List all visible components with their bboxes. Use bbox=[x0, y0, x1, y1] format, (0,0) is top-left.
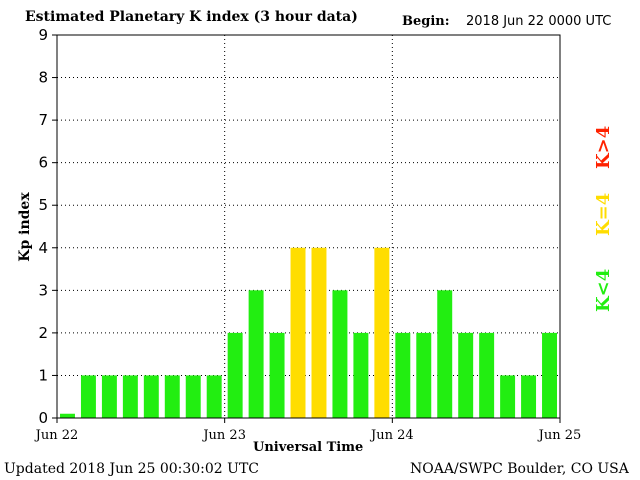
axes bbox=[52, 34, 561, 423]
kp-bar bbox=[416, 332, 432, 418]
x-axis-label: Universal Time bbox=[253, 440, 364, 455]
kp-bar bbox=[248, 290, 264, 418]
chart-title: Estimated Planetary K index (3 hour data… bbox=[25, 9, 358, 25]
kp-bar bbox=[542, 332, 557, 418]
y-tick-labels: 0 1 2 3 4 5 6 7 8 9 bbox=[38, 26, 48, 427]
y-tick-label: 2 bbox=[38, 324, 48, 342]
kp-bar bbox=[206, 375, 222, 418]
kp-bar bbox=[311, 247, 327, 418]
y-tick-label: 0 bbox=[38, 409, 48, 427]
x-tick-label: Jun 22 bbox=[34, 428, 79, 443]
y-tick-label: 4 bbox=[38, 239, 48, 257]
begin-label: Begin: bbox=[402, 14, 450, 29]
kp-bar bbox=[101, 375, 117, 418]
kp-bar bbox=[395, 332, 411, 418]
y-tick-label: 9 bbox=[38, 26, 48, 44]
legend-k-less-4: K<4 bbox=[593, 268, 614, 312]
kp-bar bbox=[458, 332, 474, 418]
kp-bar bbox=[122, 375, 138, 418]
kp-bar bbox=[164, 375, 180, 418]
y-tick-label: 8 bbox=[38, 69, 48, 87]
x-tick-label: Jun 23 bbox=[201, 428, 246, 443]
updated-timestamp: Updated 2018 Jun 25 00:30:02 UTC bbox=[4, 461, 260, 477]
kp-bar bbox=[374, 247, 390, 418]
legend-k-equal-4: K=4 bbox=[593, 192, 614, 236]
y-axis-label: Kp index bbox=[17, 192, 33, 262]
kp-bar bbox=[227, 332, 243, 418]
x-tick-label: Jun 24 bbox=[369, 428, 414, 443]
kp-bar bbox=[143, 375, 159, 418]
bar-series bbox=[60, 247, 557, 418]
x-tick-labels: Jun 22 Jun 23 Jun 24 Jun 25 bbox=[34, 428, 582, 443]
y-tick-label: 3 bbox=[38, 281, 48, 299]
kp-bar bbox=[60, 413, 75, 418]
begin-value: 2018 Jun 22 0000 UTC bbox=[466, 14, 612, 29]
kp-bar bbox=[500, 375, 516, 418]
x-tick-label: Jun 25 bbox=[537, 428, 582, 443]
kp-bar bbox=[185, 375, 201, 418]
y-tick-label: 7 bbox=[38, 111, 48, 129]
y-tick-label: 5 bbox=[38, 196, 48, 214]
y-tick-label: 1 bbox=[38, 366, 48, 384]
y-tick-label: 6 bbox=[38, 154, 48, 172]
kp-bar bbox=[521, 375, 537, 418]
kp-bar bbox=[437, 290, 453, 418]
kp-bar bbox=[332, 290, 348, 418]
kp-bar bbox=[353, 332, 369, 418]
plot-frame bbox=[56, 34, 561, 419]
legend-k-greater-4: K>4 bbox=[593, 125, 614, 169]
kp-bar bbox=[269, 332, 285, 418]
source-credit: NOAA/SWPC Boulder, CO USA bbox=[410, 461, 629, 477]
kp-bar bbox=[80, 375, 96, 418]
kp-bar bbox=[479, 332, 495, 418]
kp-bar bbox=[290, 247, 306, 418]
